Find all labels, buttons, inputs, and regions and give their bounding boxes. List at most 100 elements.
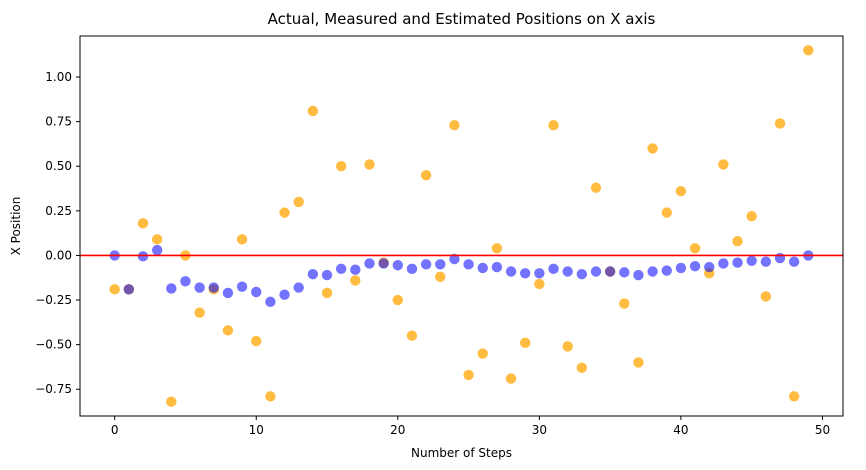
- x-tick-label: 50: [815, 423, 830, 437]
- data-point: [491, 261, 503, 273]
- data-point: [718, 159, 729, 170]
- data-point: [222, 287, 234, 299]
- data-point: [123, 284, 135, 295]
- data-point: [350, 275, 361, 286]
- data-point: [307, 268, 319, 280]
- data-point: [477, 348, 488, 359]
- data-point: [109, 284, 120, 295]
- data-point: [307, 105, 319, 117]
- data-point: [166, 396, 177, 407]
- data-point: [151, 234, 163, 245]
- x-tick-label: 30: [532, 423, 547, 437]
- data-point: [449, 253, 460, 265]
- data-point: [619, 298, 630, 309]
- data-point: [166, 283, 177, 294]
- y-tick-label: 0.00: [45, 248, 72, 262]
- data-point: [534, 268, 545, 279]
- plot-area: [80, 45, 843, 407]
- data-point: [491, 243, 503, 254]
- data-point: [803, 45, 814, 56]
- data-point: [279, 289, 290, 300]
- y-tick-label: −0.75: [35, 382, 72, 396]
- y-tick-label: −0.50: [35, 338, 72, 352]
- data-point: [321, 287, 333, 299]
- data-point: [208, 282, 219, 293]
- data-point: [746, 255, 757, 266]
- data-point: [449, 120, 460, 131]
- data-point: [788, 256, 800, 267]
- data-point: [562, 341, 573, 352]
- y-tick-label: 0.25: [45, 204, 72, 218]
- data-point: [576, 362, 588, 374]
- data-point: [562, 266, 573, 277]
- data-point: [505, 266, 517, 277]
- data-point: [180, 276, 191, 287]
- data-point: [505, 373, 517, 384]
- data-point: [392, 294, 403, 306]
- data-point: [420, 169, 432, 181]
- data-point: [406, 330, 418, 341]
- data-point: [321, 269, 333, 281]
- data-point: [151, 244, 163, 256]
- data-point: [293, 196, 304, 208]
- data-point: [463, 369, 474, 381]
- data-point: [236, 281, 248, 292]
- y-tick-label: 0.50: [45, 159, 72, 173]
- data-point: [675, 262, 687, 274]
- x-tick-label: 40: [673, 423, 688, 437]
- data-point: [647, 143, 658, 154]
- data-point: [463, 259, 474, 270]
- data-point: [293, 282, 304, 293]
- data-point: [251, 286, 262, 298]
- data-point: [590, 266, 602, 277]
- data-point: [378, 258, 389, 269]
- data-point: [392, 260, 403, 271]
- data-point: [590, 182, 602, 193]
- data-point: [661, 265, 672, 276]
- data-point: [774, 118, 786, 129]
- data-point: [774, 252, 786, 264]
- data-point: [704, 261, 715, 273]
- data-point: [265, 296, 276, 308]
- data-point: [520, 337, 531, 349]
- x-tick-label: 10: [249, 423, 264, 437]
- data-point: [520, 268, 531, 279]
- data-point: [194, 307, 205, 318]
- data-point: [477, 262, 488, 274]
- data-point: [689, 260, 701, 272]
- data-point: [435, 259, 446, 270]
- data-point: [732, 235, 743, 247]
- data-point: [647, 266, 658, 277]
- data-point: [364, 159, 375, 170]
- data-point: [350, 264, 361, 275]
- data-point: [732, 257, 743, 268]
- data-point: [335, 161, 347, 172]
- data-point: [661, 207, 672, 218]
- data-point: [222, 325, 234, 336]
- data-point: [265, 391, 276, 402]
- data-point: [279, 207, 290, 218]
- data-point: [194, 282, 205, 293]
- data-point: [548, 263, 559, 275]
- data-point: [576, 268, 588, 280]
- y-axis: −0.75 −0.50 −0.25 0.00 0.25 0.50 0.75 1.00: [35, 70, 80, 396]
- data-point: [788, 391, 800, 402]
- data-point: [746, 210, 757, 222]
- data-point: [760, 256, 772, 267]
- data-point: [689, 243, 701, 254]
- data-point: [137, 251, 149, 262]
- data-point: [364, 258, 375, 269]
- x-tick-label: 20: [390, 423, 405, 437]
- x-axis-label: Number of Steps: [411, 446, 512, 460]
- data-point: [406, 263, 418, 275]
- data-point: [718, 258, 729, 269]
- data-point: [548, 120, 559, 131]
- data-point: [633, 269, 644, 281]
- y-axis-label: X Position: [9, 197, 23, 256]
- data-point: [604, 266, 616, 277]
- y-tick-label: −0.25: [35, 293, 72, 307]
- data-point: [633, 357, 644, 368]
- data-point: [534, 278, 545, 290]
- data-point: [251, 335, 262, 347]
